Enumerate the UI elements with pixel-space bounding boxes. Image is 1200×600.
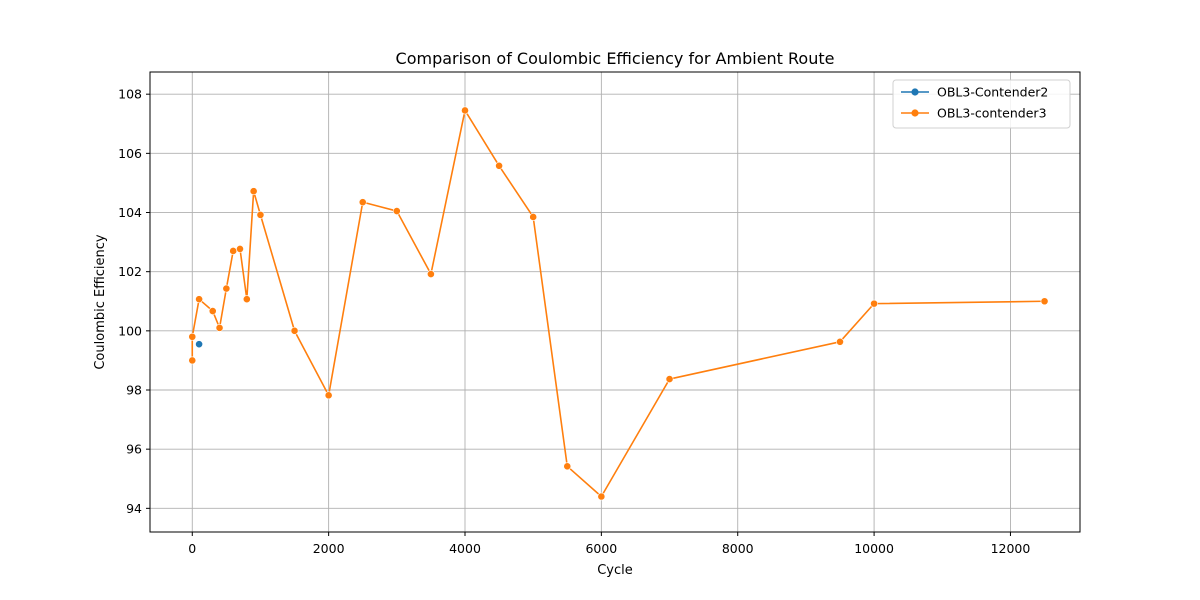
- data-point: [188, 332, 197, 341]
- series-1: [188, 106, 1049, 501]
- series-line: [191, 109, 1045, 498]
- data-point: [324, 391, 333, 400]
- data-point: [208, 307, 217, 315]
- data-point: [215, 323, 224, 332]
- data-point: [1040, 297, 1049, 306]
- x-tick-label: 8000: [722, 541, 754, 556]
- y-tick-label: 96: [126, 442, 142, 457]
- data-point: [529, 213, 538, 221]
- x-tick-label: 2000: [313, 541, 345, 556]
- data-point: [495, 161, 503, 170]
- legend: OBL3-Contender2 OBL3-contender3: [892, 79, 1071, 129]
- data-point: [290, 326, 299, 335]
- legend-label: OBL3-Contender2: [937, 85, 1048, 100]
- data-point: [188, 356, 197, 365]
- data-point: [836, 337, 844, 346]
- data-point: [461, 106, 469, 115]
- x-tick-label: 10000: [854, 541, 894, 556]
- y-tick-label: 98: [126, 383, 142, 398]
- data-point: [665, 375, 674, 383]
- y-tick-label: 102: [118, 264, 142, 279]
- x-axis-label: Cycle: [597, 563, 633, 578]
- data-point: [563, 462, 572, 471]
- y-tick-label: 104: [118, 205, 142, 220]
- y-tick-label: 100: [118, 323, 142, 338]
- data-point: [427, 270, 435, 278]
- legend-box: [892, 79, 1071, 129]
- plot-series: [188, 106, 1049, 501]
- data-point: [236, 245, 244, 253]
- y-tick-label: 108: [118, 87, 142, 102]
- y-axis-label: Coulombic Efficiency: [93, 234, 108, 370]
- data-point: [870, 299, 878, 308]
- legend-marker: [911, 88, 919, 96]
- data-point: [358, 198, 367, 207]
- legend-label: OBL3-contender3: [937, 106, 1047, 121]
- plot-frame: [149, 71, 1081, 533]
- data-point: [249, 187, 258, 196]
- data-point: [597, 492, 606, 501]
- y-tick-label: 106: [118, 146, 142, 161]
- data-point: [195, 340, 203, 349]
- legend-marker: [911, 109, 919, 117]
- data-point: [242, 295, 251, 304]
- legend-entry: OBL3-contender3: [901, 106, 1047, 121]
- legend-entry: OBL3-Contender2: [901, 85, 1048, 100]
- x-tick-label: 6000: [585, 541, 617, 556]
- chart-title: Comparison of Coulombic Efficiency for A…: [396, 49, 835, 68]
- axis-ticks: 0 2000 4000 6000 8000 10000 12000 94 96 98 100 102 1…: [118, 87, 1030, 556]
- series-0: [195, 340, 203, 349]
- x-tick-label: 12000: [991, 541, 1031, 556]
- data-point: [195, 295, 203, 304]
- y-tick-label: 94: [126, 501, 142, 516]
- data-point: [222, 284, 231, 293]
- x-tick-label: 0: [188, 541, 196, 556]
- data-point: [229, 247, 238, 255]
- data-point: [256, 210, 265, 219]
- data-point: [392, 207, 401, 215]
- x-tick-label: 4000: [449, 541, 481, 556]
